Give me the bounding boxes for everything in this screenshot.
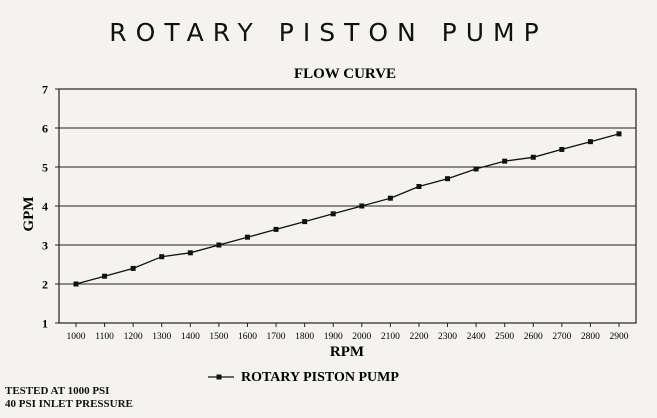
data-point — [302, 219, 308, 225]
data-point — [330, 211, 336, 217]
x-tick-label: 2100 — [381, 332, 400, 342]
y-tick-label: 5 — [42, 161, 48, 175]
data-point — [473, 166, 479, 172]
series-line — [75, 133, 620, 285]
test-note-pressure: TESTED AT 1000 PSI — [5, 385, 110, 397]
legend-label: ROTARY PISTON PUMP — [241, 370, 399, 385]
y-tick-label: 1 — [42, 317, 48, 331]
data-point — [244, 234, 250, 240]
y-tick-label: 4 — [42, 200, 48, 214]
data-point — [102, 273, 108, 279]
x-tick-label: 1400 — [181, 332, 200, 342]
y-tick-label: 6 — [42, 122, 48, 136]
data-point — [502, 158, 508, 164]
x-tick-label: 1900 — [324, 332, 343, 342]
data-point — [587, 139, 593, 145]
x-tick-label: 2300 — [438, 332, 457, 342]
data-point — [530, 154, 536, 160]
test-note-inlet: 40 PSI INLET PRESSURE — [5, 398, 133, 410]
x-tick-label: 1000 — [67, 332, 86, 342]
data-point — [359, 203, 365, 209]
data-point — [73, 281, 79, 287]
x-axis-label: RPM — [330, 344, 364, 360]
x-tick-label: 2400 — [467, 332, 486, 342]
data-point — [273, 226, 279, 232]
x-tick-label: 2200 — [409, 332, 428, 342]
y-tick-label: 7 — [42, 83, 48, 97]
y-tick-label: 3 — [42, 239, 48, 253]
x-tick-label: 2600 — [524, 332, 543, 342]
main-title: ROTARY PISTON PUMP — [109, 18, 548, 47]
x-tick-label: 1300 — [152, 332, 171, 342]
legend: ROTARY PISTON PUMP — [208, 370, 399, 385]
x-tick-label: 2900 — [610, 332, 629, 342]
x-tick-label: 1200 — [124, 332, 143, 342]
x-tick-label: 1500 — [209, 332, 228, 342]
data-point — [416, 184, 422, 189]
data-point — [445, 176, 451, 182]
data-point — [187, 250, 193, 256]
data-point — [559, 146, 565, 152]
legend-marker — [216, 374, 222, 380]
data-point — [130, 265, 136, 271]
data-point — [159, 254, 165, 260]
x-tick-label: 2700 — [552, 332, 571, 342]
x-tick-label: 1800 — [295, 332, 314, 342]
data-point — [616, 131, 622, 137]
x-tick-label: 2000 — [352, 332, 371, 342]
x-tick-label: 2800 — [581, 332, 600, 342]
x-tick-label: 1100 — [95, 332, 114, 342]
y-tick-label: 2 — [42, 278, 48, 292]
x-tick-label: 1700 — [267, 332, 286, 342]
x-tick-label: 2500 — [495, 332, 514, 342]
x-tick-label: 1600 — [238, 332, 257, 342]
data-point — [387, 195, 393, 201]
data-point — [216, 242, 222, 248]
y-axis-label: GPM — [21, 197, 37, 232]
chart-subtitle: FLOW CURVE — [294, 66, 396, 82]
